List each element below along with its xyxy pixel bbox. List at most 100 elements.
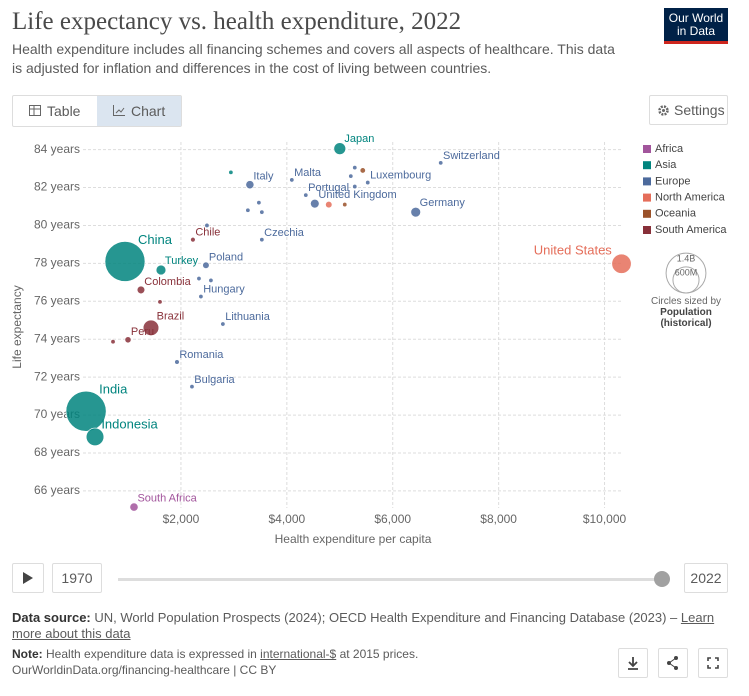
y-tick-label: 78 years — [34, 256, 80, 270]
point — [438, 160, 444, 166]
point — [256, 200, 262, 206]
tab-label: Chart — [131, 103, 166, 119]
source-label: Data source: — [12, 610, 91, 625]
fullscreen-button[interactable] — [698, 648, 728, 678]
point — [410, 206, 421, 218]
point — [124, 336, 132, 344]
y-tick-label: 72 years — [34, 369, 80, 383]
note-line: Note: Health expenditure data is express… — [12, 646, 732, 662]
point-label: Chile — [195, 227, 220, 239]
point-label: Czechia — [264, 227, 305, 239]
play-button[interactable] — [12, 563, 44, 593]
point — [65, 390, 107, 432]
point — [333, 142, 347, 155]
size-legend-caption: Circles sized by Population (historical) — [640, 296, 732, 329]
point — [204, 222, 210, 228]
point-label: United Kingdom — [318, 189, 396, 201]
subtitle: Health expenditure includes all financin… — [12, 41, 615, 76]
point — [189, 384, 195, 390]
point-label: Lithuania — [225, 311, 271, 323]
logo-text: Our World — [668, 11, 724, 25]
point-label: Romania — [179, 349, 224, 361]
settings-label: Settings — [674, 102, 725, 118]
note-text: at 2015 prices. — [339, 647, 419, 661]
point-label: Brazil — [157, 311, 185, 323]
point-label: Luxembourg — [370, 170, 431, 182]
point — [289, 177, 295, 183]
point — [342, 202, 348, 208]
title: Life expectancy vs. health expenditure, … — [12, 8, 462, 35]
tab-bar: Table Chart — [12, 95, 182, 127]
point-label: United States — [534, 242, 613, 257]
point-label: China — [138, 232, 173, 247]
y-tick-label: 80 years — [34, 218, 80, 232]
timeline-handle[interactable] — [654, 571, 670, 587]
legend-swatch — [643, 209, 651, 218]
point — [245, 180, 255, 190]
legend-label: Europe — [655, 175, 690, 187]
point — [198, 294, 204, 300]
y-tick-label: 76 years — [34, 293, 80, 307]
settings-button[interactable]: Settings — [649, 95, 728, 125]
timeline-track — [118, 578, 662, 581]
y-tick-label: 68 years — [34, 445, 80, 459]
point — [348, 173, 354, 179]
point-label: Peru — [131, 326, 154, 338]
legend-label: Asia — [655, 159, 677, 171]
point — [136, 285, 146, 295]
x-tick-label: $4,000 — [268, 512, 305, 526]
point-label: Indonesia — [101, 416, 158, 431]
footer: Data source: UN, World Population Prospe… — [12, 610, 732, 678]
size-legend-label: 1.4B — [677, 254, 696, 264]
share-button[interactable] — [658, 648, 688, 678]
y-tick-label: 66 years — [34, 483, 80, 497]
chart-icon — [113, 105, 125, 116]
point — [174, 359, 180, 365]
note-text: Health expenditure data is expressed in — [46, 647, 257, 661]
point — [157, 299, 163, 305]
note-link[interactable]: international-$ — [260, 647, 337, 661]
point — [259, 209, 265, 215]
point — [155, 264, 167, 276]
point-label: Portugal — [308, 182, 349, 194]
legend-label: South America — [655, 224, 727, 236]
x-axis-title: Health expenditure per capita — [275, 532, 432, 546]
point — [110, 339, 116, 345]
download-button[interactable] — [618, 648, 648, 678]
point — [245, 207, 251, 213]
legend-swatch — [643, 161, 651, 170]
point — [228, 169, 234, 175]
point — [359, 167, 366, 174]
start-year[interactable]: 1970 — [52, 563, 102, 593]
gear-icon — [658, 105, 669, 116]
legend-swatch — [643, 177, 651, 186]
learn-more-link[interactable]: Learn more about this data — [12, 610, 715, 641]
point — [611, 253, 632, 274]
point — [365, 180, 371, 186]
point-label: Japan — [344, 133, 374, 145]
size-legend-title: Circles sized by — [650, 296, 722, 307]
legend-swatch — [643, 193, 651, 202]
x-tick-label: $8,000 — [480, 512, 517, 526]
point — [85, 427, 105, 447]
point-label: Hungary — [203, 284, 245, 296]
point — [129, 502, 139, 512]
chart-tab[interactable]: Chart — [97, 96, 181, 126]
table-tab[interactable]: Table — [13, 96, 97, 126]
tab-label: Table — [47, 103, 81, 119]
end-year[interactable]: 2022 — [684, 563, 728, 593]
legend-swatch — [643, 226, 651, 234]
download-icon — [628, 657, 638, 670]
logo[interactable]: Our World in Data — [664, 8, 728, 44]
point — [202, 261, 210, 269]
note-label: Note: — [12, 647, 43, 661]
point — [142, 319, 160, 336]
source-line: Data source: UN, World Population Prospe… — [12, 610, 732, 642]
share-icon — [667, 656, 678, 670]
point-label: Colombia — [144, 276, 191, 288]
point-label: India — [99, 382, 128, 397]
size-legend-circle — [672, 266, 700, 294]
point — [303, 192, 309, 198]
